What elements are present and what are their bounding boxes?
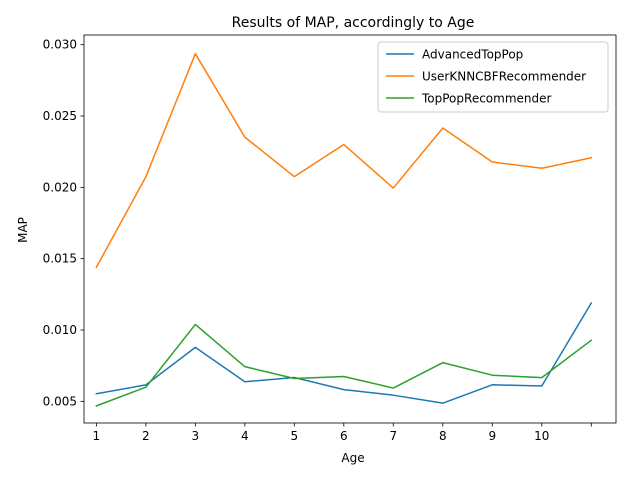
series-line-1 — [95, 52, 593, 269]
x-axis-label: Age — [341, 451, 364, 465]
legend-label-0: AdvancedTopPop — [422, 48, 523, 62]
y-tick-label: 0.030 — [43, 38, 77, 52]
x-tick-label: 4 — [241, 429, 249, 443]
plot-area — [95, 52, 593, 407]
series-line-2 — [95, 323, 593, 407]
legend-box — [377, 41, 609, 113]
x-tick-label: 6 — [340, 429, 348, 443]
axes: 1 2 3 4 5 6 7 8 9 10 0.005 0.010 0.015 0.020 0.025 0.03… — [43, 34, 617, 443]
y-tick-label: 0.010 — [43, 323, 77, 337]
x-tick-label: 2 — [142, 429, 150, 443]
y-tick-label: 0.015 — [43, 252, 77, 266]
x-tick-label: 1 — [93, 429, 101, 443]
y-tick-label: 0.020 — [43, 180, 77, 194]
x-tick-label: 7 — [389, 429, 397, 443]
x-tick-label: 8 — [439, 429, 447, 443]
chart-title: Results of MAP, accordingly to Age — [232, 15, 475, 31]
legend-label-2: TopPopRecommender — [421, 92, 552, 106]
x-tick-label: 5 — [291, 429, 299, 443]
x-tick-label: 3 — [192, 429, 200, 443]
y-tick-label: 0.025 — [43, 109, 77, 123]
x-tick-label: 9 — [488, 429, 496, 443]
plot-frame — [83, 34, 617, 424]
series-line-0 — [95, 302, 593, 404]
y-axis-label: MAP — [16, 217, 30, 243]
x-tick-label: 10 — [534, 429, 549, 443]
legend-label-1: UserKNNCBFRecommender — [422, 70, 586, 84]
legend: AdvancedTopPop UserKNNCBFRecommender TopPo… — [377, 41, 609, 113]
y-tick-label: 0.005 — [43, 394, 77, 408]
